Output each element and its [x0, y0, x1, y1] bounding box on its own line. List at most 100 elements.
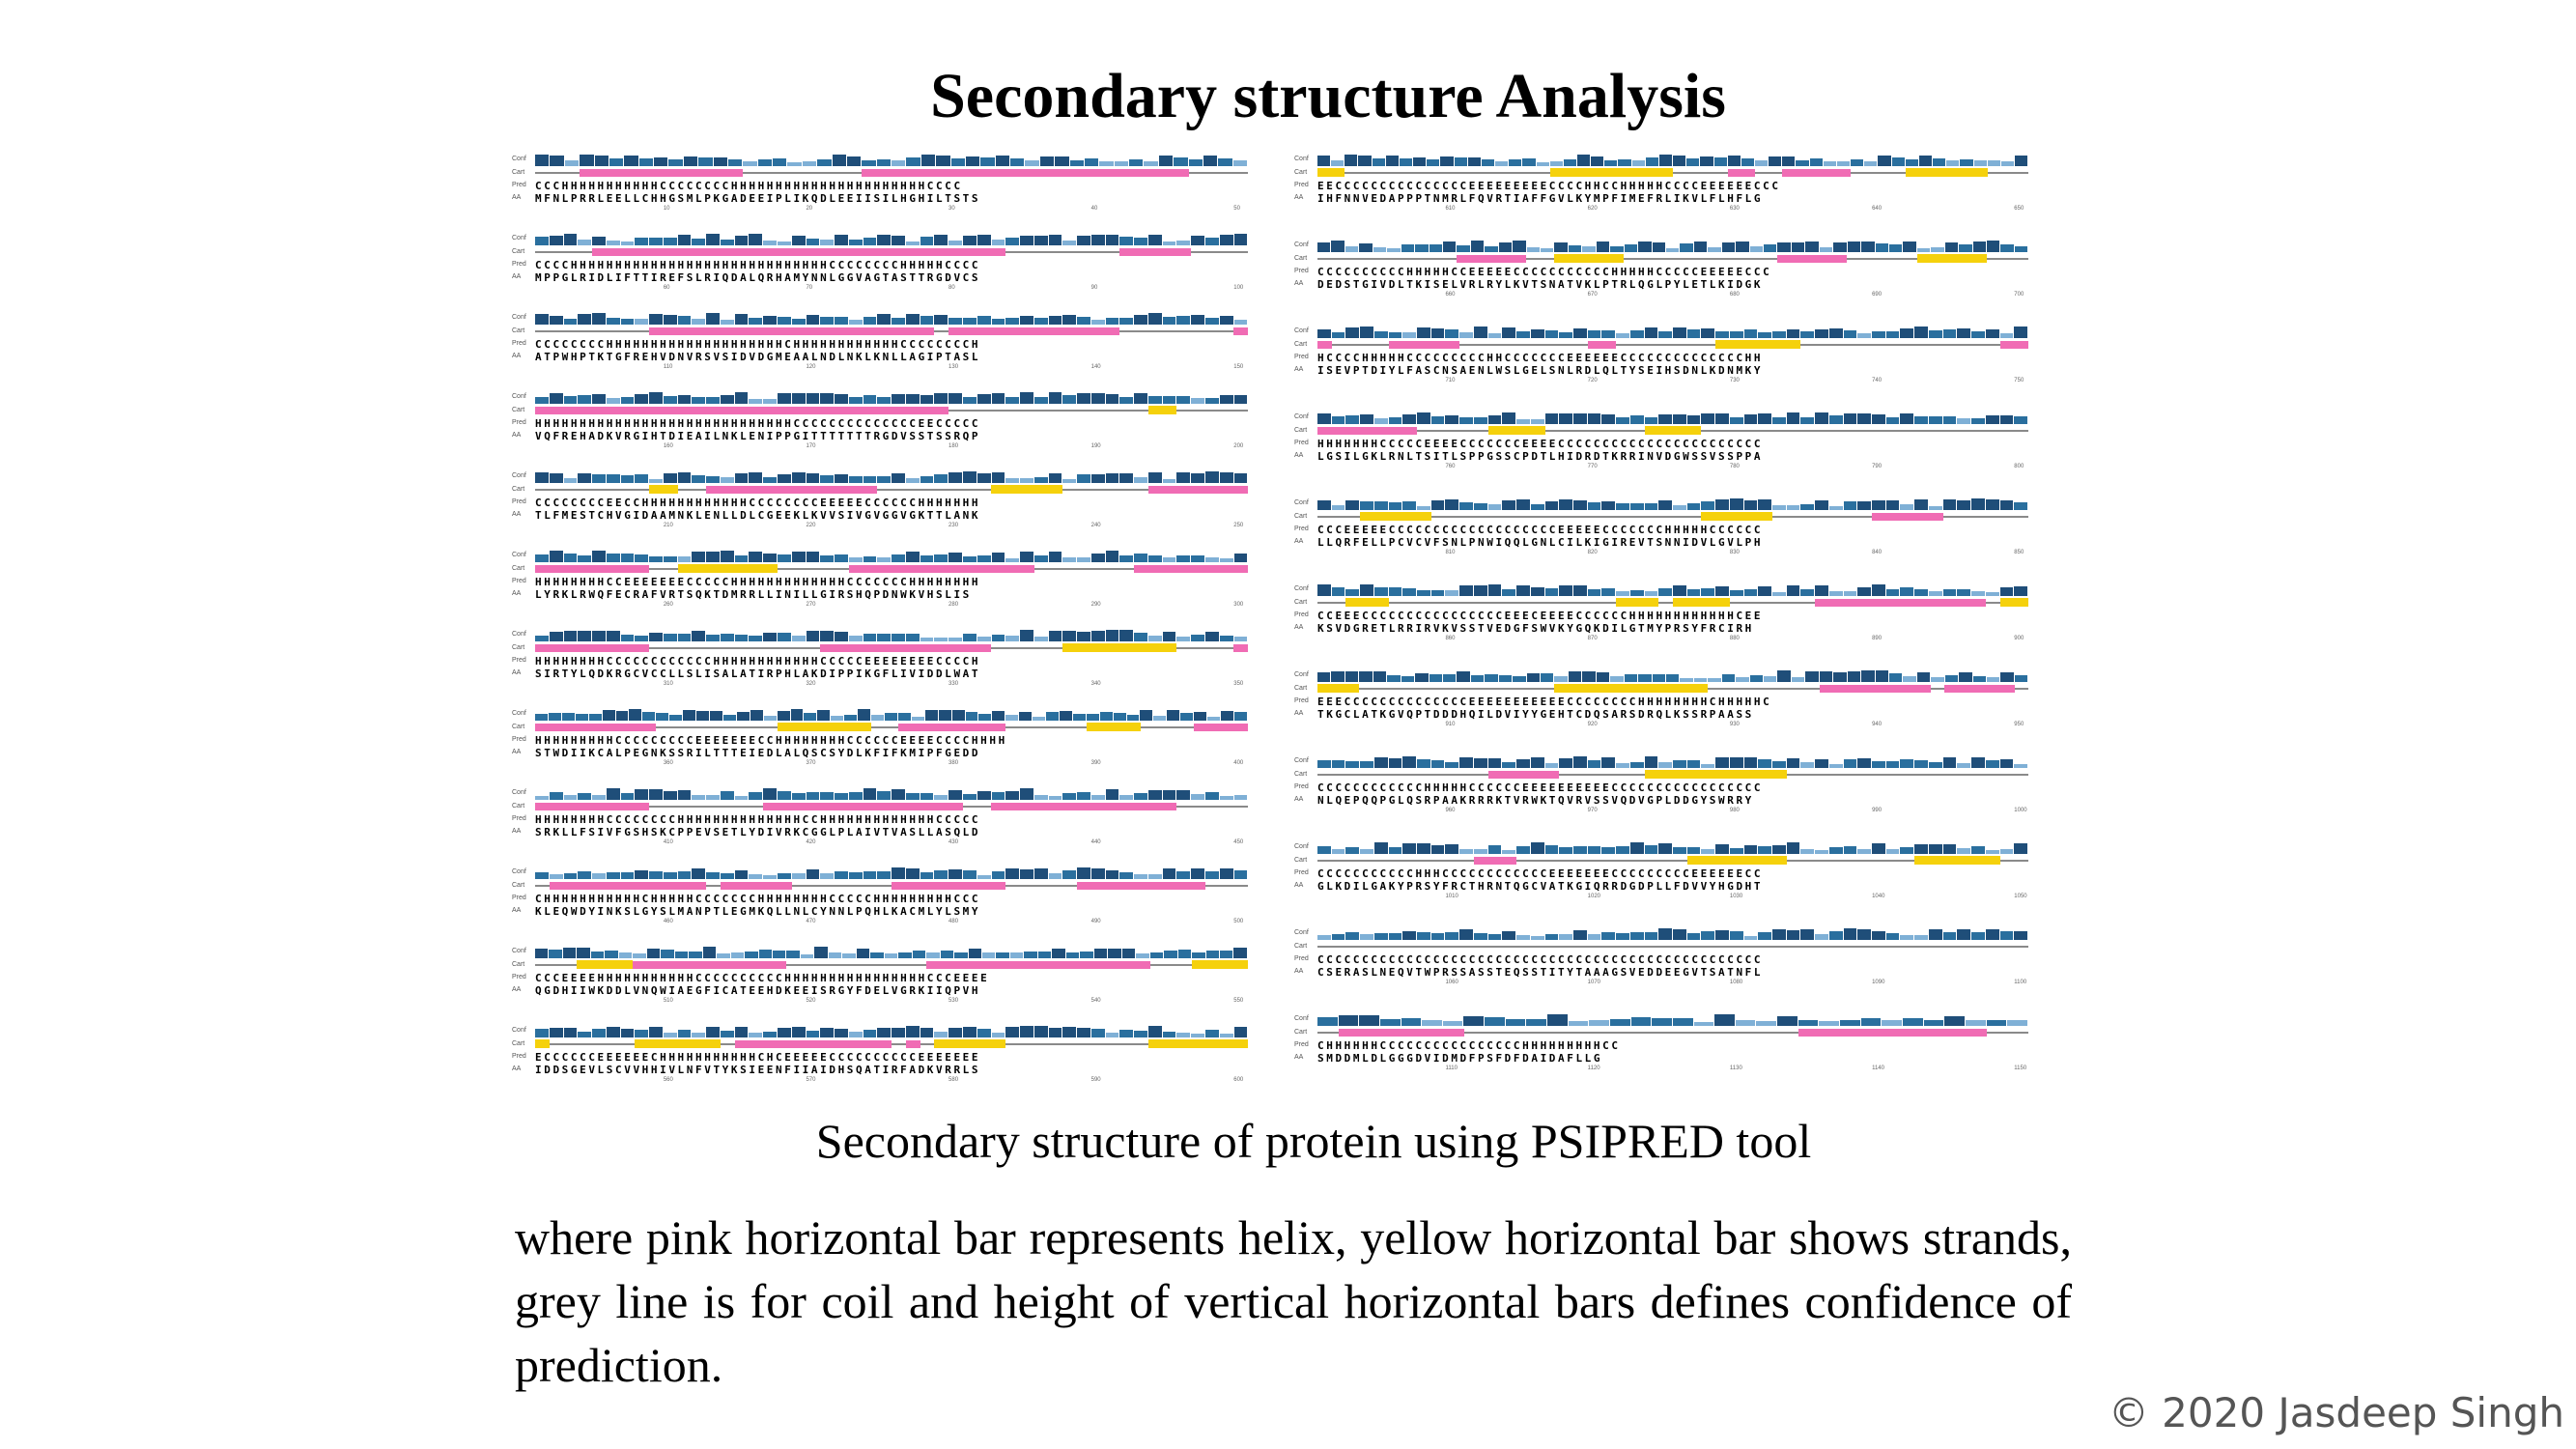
- left-block: Conf Cart Pred AA CCCHHHHHHHHHHHCCCCCCCCHHHH…: [512, 155, 1248, 213]
- strand-segment: [677, 564, 778, 573]
- confidence-bar: [1815, 758, 1828, 768]
- strand-segment: [1554, 684, 1709, 693]
- confidence-bar: [1715, 585, 1729, 596]
- position-number: 110: [663, 364, 673, 370]
- confidence-bar: [1158, 156, 1174, 166]
- row-label-conf: Conf: [1294, 413, 1309, 420]
- position-number: 770: [1587, 464, 1598, 469]
- confidence-bar: [535, 795, 549, 800]
- amino-acid-sequence: LLQRFELLPCVCVFSNLPNWIQQLGNLCILKIGIREVTSN…: [1317, 536, 1764, 549]
- row-label-conf: Conf: [512, 631, 526, 638]
- confidence-bar: [1020, 551, 1033, 562]
- confidence-bar: [911, 716, 924, 721]
- position-number: 250: [1233, 523, 1244, 528]
- confidence-bar: [786, 951, 800, 958]
- confidence-bar: [763, 632, 778, 641]
- helix-segment: [535, 407, 949, 414]
- confidence-bar: [563, 234, 578, 245]
- confidence-bar: [1999, 758, 2014, 768]
- confidence-bar: [624, 155, 638, 166]
- confidence-bar: [1331, 849, 1345, 854]
- confidence-bar: [877, 634, 892, 641]
- confidence-bar: [1442, 241, 1457, 252]
- confidence-bar: [1572, 846, 1587, 854]
- confidence-bar: [1568, 245, 1582, 252]
- confidence-bar: [743, 160, 757, 166]
- confidence-bar: [948, 1027, 962, 1037]
- confidence-bar: [1900, 846, 1914, 854]
- confidence-bar: [1331, 933, 1345, 940]
- left-block: Conf Cart Pred AA HHHHHHHHCCEEEEEEECCCCCHHHH…: [512, 551, 1248, 608]
- confidence-bar: [1928, 761, 1942, 768]
- confidence-bar: [706, 794, 720, 800]
- confidence-bar: [1233, 794, 1248, 800]
- position-number: 740: [1872, 378, 1882, 384]
- confidence-bar: [1601, 846, 1616, 854]
- confidence-bar: [806, 868, 820, 879]
- confidence-bar: [1317, 584, 1331, 596]
- amino-acid-sequence: TLFMESTCHVGIDAAMNKLENLLDLCGEEKLKVVSIVGVG…: [535, 509, 981, 522]
- confidence-bar: [1616, 417, 1629, 424]
- helix-segment: [1815, 599, 1986, 607]
- confidence-bar: [1833, 672, 1847, 682]
- confidence-bar: [1233, 636, 1248, 641]
- confidence-bar: [1903, 241, 1916, 252]
- confidence-bar: [692, 396, 706, 404]
- position-number: 60: [663, 285, 670, 291]
- position-numbers: 10 20 30 40 50: [535, 206, 1248, 213]
- confidence-bar: [1872, 760, 1885, 768]
- confidence-bar: [1629, 932, 1644, 940]
- confidence-bar: [1388, 417, 1402, 424]
- confidence-bar: [2000, 671, 2014, 682]
- confidence-bar: [1105, 234, 1119, 245]
- confidence-bar: [1624, 674, 1638, 682]
- confidence-bar: [635, 869, 649, 879]
- position-number: 390: [1090, 760, 1101, 766]
- confidence-bar: [1857, 332, 1872, 338]
- confidence-bar: [692, 552, 706, 562]
- helix-segment: [1798, 1029, 1987, 1037]
- confidence-bar: [1629, 502, 1644, 510]
- confidence-bar: [1218, 158, 1232, 166]
- confidence-bar: [1872, 930, 1885, 940]
- confidence-bar: [1473, 933, 1487, 940]
- position-numbers: 710 720 730 740 750: [1317, 378, 2028, 385]
- amino-acid-sequence: SMDDMLDLGGGDVIDMDFPSFDFDAIDAFLLG: [1317, 1052, 1603, 1065]
- confidence-bar: [934, 315, 948, 325]
- confidence-bar: [772, 951, 786, 958]
- confidence-bar: [549, 1028, 563, 1037]
- position-number: 280: [948, 602, 959, 608]
- row-label-aa: AA: [512, 511, 522, 518]
- position-number: 810: [1445, 550, 1456, 555]
- row-label-aa: AA: [1294, 194, 1304, 201]
- confidence-bar: [778, 791, 791, 800]
- coil-line: [1317, 172, 2028, 174]
- confidence-bar: [1084, 157, 1099, 166]
- confidence-bar: [1162, 868, 1176, 879]
- confidence-bar: [535, 714, 548, 721]
- confidence-bar: [1559, 331, 1572, 338]
- confidence-bar: [820, 791, 835, 800]
- confidence-bar: [848, 636, 863, 641]
- position-number: 1110: [1445, 1065, 1458, 1071]
- confidence-bar: [1610, 245, 1624, 252]
- confidence-bar: [1487, 504, 1502, 510]
- confidence-bar: [1572, 584, 1587, 596]
- helix-segment: [720, 882, 792, 890]
- position-number: 500: [1233, 919, 1244, 924]
- confidence-bar: [1459, 928, 1473, 940]
- confidence-bar: [1317, 499, 1331, 510]
- confidence-bar: [1843, 329, 1857, 338]
- position-number: 160: [663, 443, 673, 449]
- confidence-bar: [1205, 950, 1219, 958]
- confidence-row: [535, 471, 1248, 483]
- row-label-conf: Conf: [1294, 929, 1309, 936]
- confidence-bar: [1715, 330, 1729, 338]
- confidence-bar: [1601, 329, 1616, 338]
- confidence-bar: [763, 315, 778, 325]
- page-title: Secondary structure Analysis: [930, 61, 1726, 131]
- confidence-bar: [920, 637, 934, 641]
- confidence-bar: [606, 317, 620, 325]
- row-label-cart: Cart: [1294, 427, 1308, 434]
- position-numbers: 760 770 780 790 800: [1317, 464, 2028, 471]
